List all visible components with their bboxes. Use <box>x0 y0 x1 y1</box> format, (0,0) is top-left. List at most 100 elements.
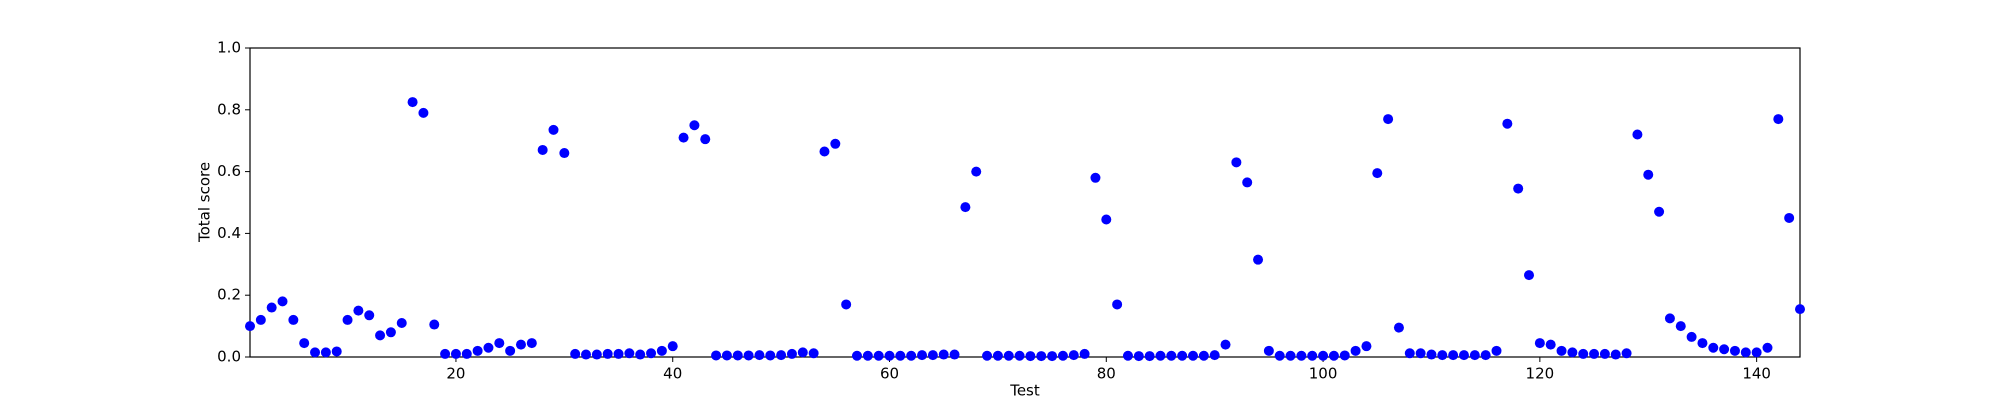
point <box>440 348 451 359</box>
point <box>1361 341 1372 352</box>
point <box>917 350 928 361</box>
point <box>786 348 797 359</box>
point <box>1209 350 1220 361</box>
point <box>743 350 754 361</box>
point <box>884 350 895 361</box>
point <box>1231 157 1242 168</box>
plot-frame <box>249 47 1801 358</box>
point <box>1502 118 1513 129</box>
point <box>288 314 299 325</box>
point <box>635 349 646 360</box>
point <box>299 338 310 349</box>
point <box>1567 347 1578 358</box>
point <box>776 350 787 361</box>
point <box>472 345 483 356</box>
point <box>1610 349 1621 360</box>
point <box>851 350 862 361</box>
point <box>310 347 321 358</box>
x-tick-label: 20 <box>446 365 465 383</box>
y-tick-label: 1.0 <box>217 39 241 57</box>
point <box>1036 351 1047 362</box>
point <box>1404 348 1415 359</box>
point <box>1177 350 1188 361</box>
point <box>320 347 331 358</box>
point <box>266 302 277 313</box>
point <box>1014 350 1025 361</box>
point <box>1188 350 1199 361</box>
point <box>1079 348 1090 359</box>
point <box>375 330 386 341</box>
point <box>1057 350 1068 361</box>
point <box>1166 350 1177 361</box>
point <box>1025 351 1036 362</box>
point <box>1415 348 1426 359</box>
point <box>581 349 592 360</box>
point <box>1383 114 1394 125</box>
point <box>1784 212 1795 223</box>
point <box>1589 348 1600 359</box>
point <box>1318 350 1329 361</box>
point <box>1242 177 1253 188</box>
point <box>245 321 255 332</box>
point <box>407 97 418 108</box>
point <box>1393 322 1404 333</box>
point <box>797 347 808 358</box>
point <box>754 350 765 361</box>
point <box>331 346 342 357</box>
point <box>1556 345 1567 356</box>
point <box>841 299 852 310</box>
point <box>732 350 743 361</box>
point <box>277 296 288 307</box>
point <box>396 318 407 329</box>
point <box>1708 342 1719 353</box>
y-tick-label: 0.0 <box>217 348 241 366</box>
point <box>1643 169 1654 180</box>
point <box>1697 338 1708 349</box>
point <box>1155 350 1166 361</box>
point <box>1253 254 1264 265</box>
point <box>1458 350 1469 361</box>
point <box>1675 321 1686 332</box>
point <box>873 350 884 361</box>
point <box>1350 345 1361 356</box>
point <box>1740 347 1751 358</box>
point <box>1480 350 1491 361</box>
point <box>1719 344 1730 355</box>
point <box>1296 350 1307 361</box>
point <box>1003 350 1014 361</box>
point <box>895 350 906 361</box>
point <box>1220 339 1231 350</box>
point <box>1068 350 1079 361</box>
point <box>613 348 624 359</box>
y-tick-label: 0.8 <box>217 100 241 118</box>
point <box>1448 350 1459 361</box>
point <box>960 202 971 213</box>
point <box>1632 129 1643 140</box>
point <box>1101 214 1112 225</box>
point <box>364 310 375 321</box>
point <box>255 314 266 325</box>
point <box>1263 345 1274 356</box>
point <box>971 166 982 177</box>
point <box>1426 349 1437 360</box>
point <box>721 350 732 361</box>
point <box>483 342 494 353</box>
y-axis-label: Total score <box>196 162 214 243</box>
point <box>591 349 602 360</box>
point <box>808 348 819 359</box>
point <box>1524 270 1535 281</box>
point <box>1664 313 1675 324</box>
point <box>1198 350 1209 361</box>
point <box>1307 350 1318 361</box>
point <box>353 305 364 316</box>
point <box>450 348 461 359</box>
y-tick-label: 0.6 <box>217 162 241 180</box>
point <box>1112 299 1123 310</box>
point <box>1578 348 1589 359</box>
point <box>1144 351 1155 362</box>
x-tick-label: 140 <box>1742 365 1771 383</box>
point <box>1545 339 1556 350</box>
point <box>1469 350 1480 361</box>
point <box>1372 168 1383 179</box>
